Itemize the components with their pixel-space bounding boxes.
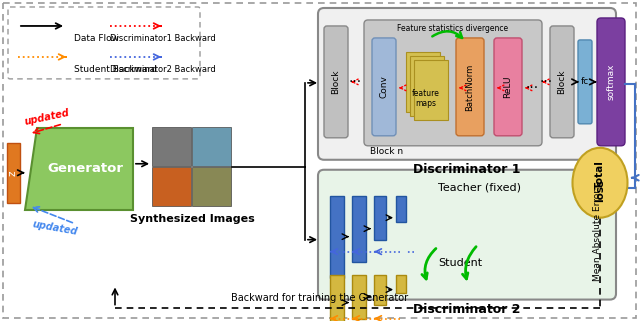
FancyBboxPatch shape bbox=[318, 8, 616, 160]
Bar bbox=[192, 127, 231, 166]
Bar bbox=[374, 274, 386, 305]
Text: Synthesized Images: Synthesized Images bbox=[130, 214, 254, 224]
FancyBboxPatch shape bbox=[494, 38, 522, 136]
Bar bbox=[406, 52, 440, 112]
FancyBboxPatch shape bbox=[324, 26, 348, 138]
Polygon shape bbox=[25, 128, 133, 210]
Bar bbox=[152, 127, 191, 166]
Ellipse shape bbox=[573, 148, 627, 218]
FancyBboxPatch shape bbox=[578, 40, 592, 124]
Text: Conv: Conv bbox=[380, 75, 388, 98]
FancyBboxPatch shape bbox=[597, 18, 625, 146]
Bar bbox=[414, 60, 448, 120]
Text: BatchNorm: BatchNorm bbox=[465, 63, 474, 110]
FancyBboxPatch shape bbox=[550, 26, 574, 138]
Text: Block n: Block n bbox=[370, 147, 403, 156]
Text: ···: ··· bbox=[540, 75, 552, 89]
FancyBboxPatch shape bbox=[364, 20, 542, 146]
Bar bbox=[152, 167, 191, 206]
FancyBboxPatch shape bbox=[318, 170, 616, 299]
Text: ReLU: ReLU bbox=[504, 76, 513, 98]
Bar bbox=[192, 167, 231, 206]
Text: Discriminator 1: Discriminator 1 bbox=[413, 163, 521, 176]
Text: ···: ··· bbox=[348, 75, 362, 89]
Text: loss: loss bbox=[595, 179, 605, 202]
Text: Data Flow: Data Flow bbox=[74, 34, 119, 43]
Text: Block: Block bbox=[557, 70, 566, 94]
Text: Block: Block bbox=[332, 70, 340, 94]
FancyBboxPatch shape bbox=[456, 38, 484, 136]
Text: Teacher (fixed): Teacher (fixed) bbox=[438, 183, 521, 193]
Text: updated: updated bbox=[24, 108, 70, 127]
Text: Feature statistics divergence: Feature statistics divergence bbox=[397, 24, 509, 33]
Text: updated: updated bbox=[31, 219, 79, 237]
Text: Mean Absolute Error: Mean Absolute Error bbox=[593, 189, 602, 281]
Bar bbox=[352, 274, 366, 318]
Bar bbox=[330, 274, 344, 321]
Bar bbox=[410, 56, 444, 116]
Text: Generator: Generator bbox=[47, 162, 123, 175]
Text: softmax: softmax bbox=[607, 64, 616, 100]
FancyBboxPatch shape bbox=[8, 7, 200, 79]
Text: Discriminator1 Backward: Discriminator1 Backward bbox=[110, 34, 216, 43]
Bar bbox=[396, 274, 406, 292]
Text: Discriminator 2: Discriminator 2 bbox=[413, 303, 521, 316]
Text: Discriminator2 Backward: Discriminator2 Backward bbox=[110, 65, 216, 74]
Text: ···: ··· bbox=[525, 81, 539, 95]
Text: maps: maps bbox=[415, 100, 436, 108]
Text: Student Backward: Student Backward bbox=[74, 65, 157, 74]
FancyBboxPatch shape bbox=[372, 38, 396, 136]
Bar bbox=[330, 196, 344, 278]
Text: Total: Total bbox=[595, 160, 605, 189]
Text: Student: Student bbox=[438, 258, 482, 268]
Bar bbox=[396, 196, 406, 222]
Text: Backward for training the Generator: Backward for training the Generator bbox=[232, 292, 408, 303]
Bar bbox=[374, 196, 386, 240]
Bar bbox=[7, 143, 20, 203]
Text: z: z bbox=[8, 170, 18, 176]
Text: feature: feature bbox=[412, 89, 440, 98]
Bar bbox=[352, 196, 366, 262]
Text: fc: fc bbox=[581, 77, 589, 86]
